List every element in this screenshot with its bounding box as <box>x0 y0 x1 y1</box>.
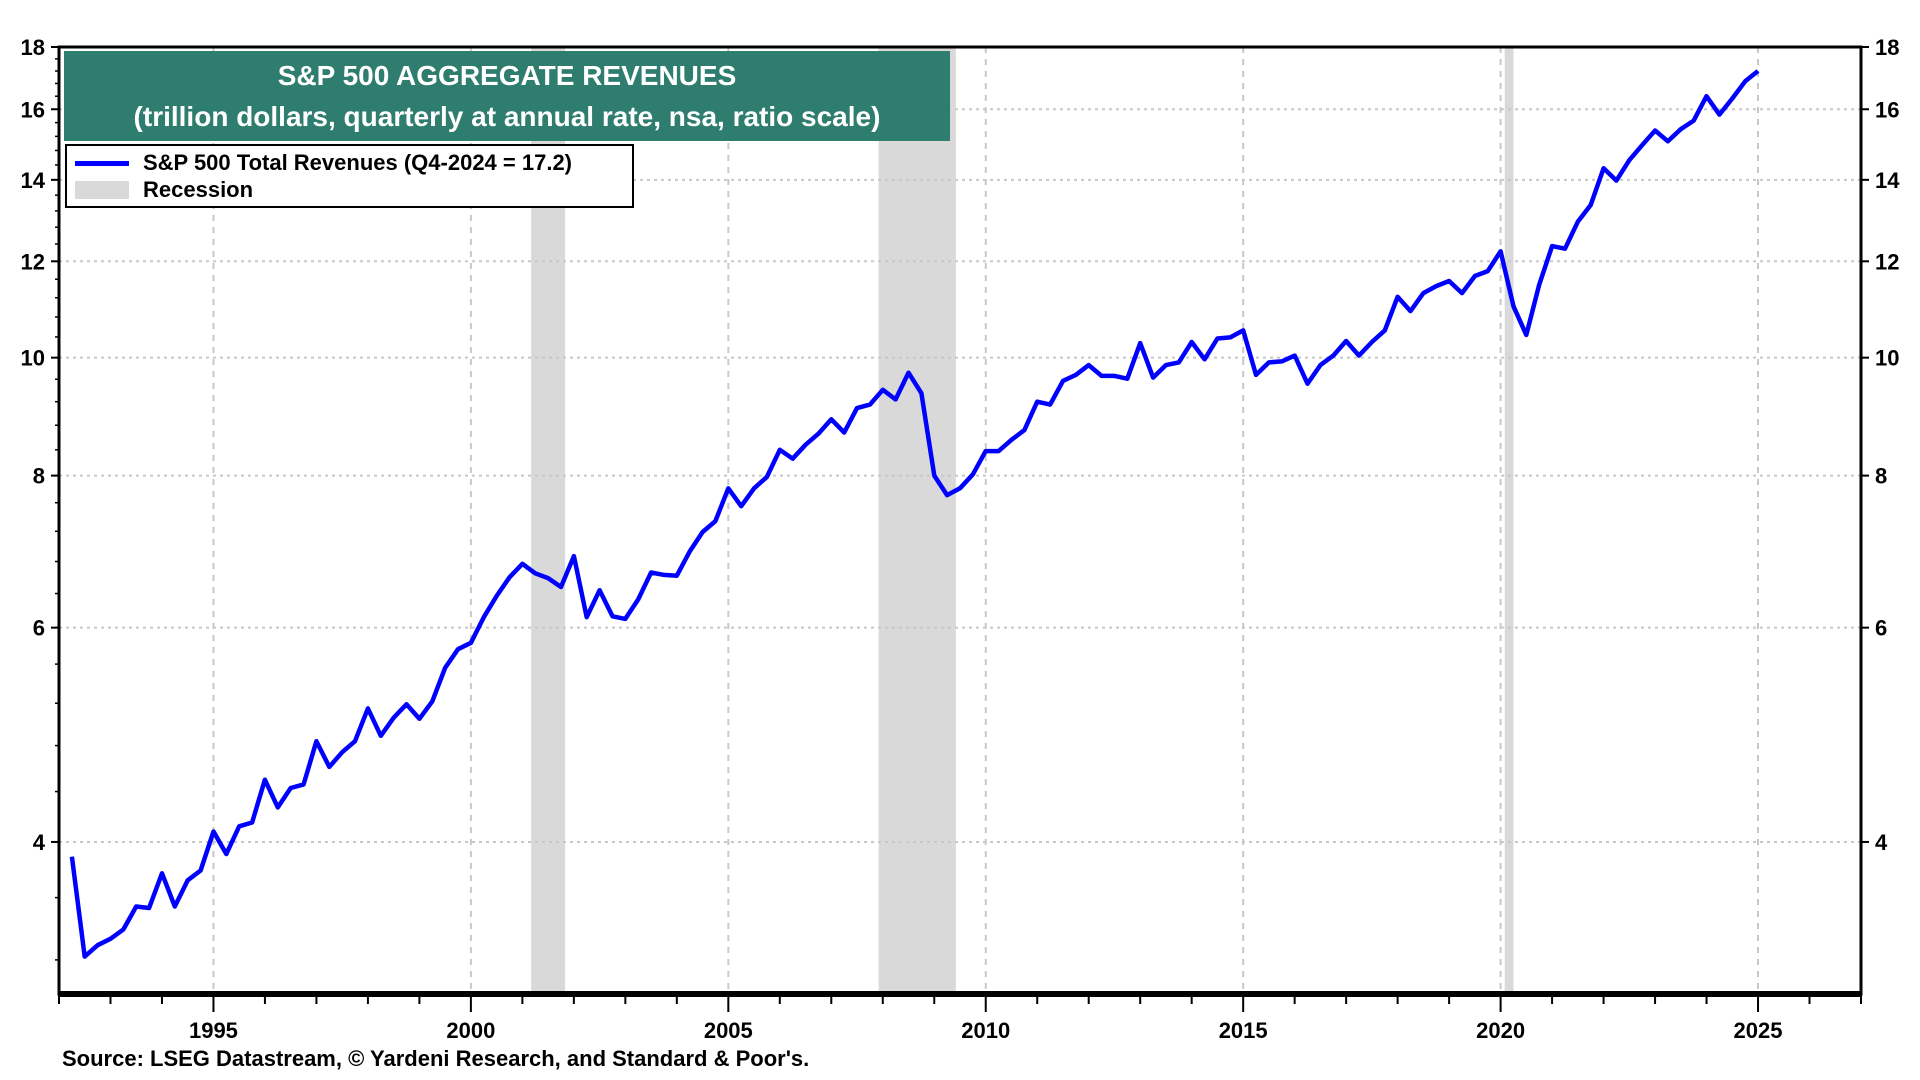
legend-label: Recession <box>143 177 254 202</box>
chart-title: S&P 500 AGGREGATE REVENUES <box>277 60 737 91</box>
x-tick-label: 2015 <box>1219 1018 1268 1043</box>
source-note: Source: LSEG Datastream, © Yardeni Resea… <box>62 1046 810 1071</box>
legend-line-swatch <box>75 160 129 166</box>
legend-item-recession: Recession <box>75 177 253 203</box>
y-tick-label-right: 16 <box>1875 97 1899 122</box>
recession-band <box>878 47 956 994</box>
x-tick-label: 2005 <box>704 1018 753 1043</box>
y-tick-label-right: 12 <box>1875 249 1899 274</box>
legend-recession-swatch <box>75 181 129 199</box>
recession-bands <box>531 47 1514 994</box>
y-tick-label-right: 18 <box>1875 35 1899 60</box>
y-tick-label: 8 <box>33 464 45 489</box>
chart-subtitle: (trillion dollars, quarterly at annual r… <box>133 101 881 132</box>
chart-title-box: S&P 500 AGGREGATE REVENUES (trillion dol… <box>64 51 950 141</box>
y-tick-label-right: 14 <box>1875 168 1900 193</box>
y-tick-label-right: 10 <box>1875 346 1899 371</box>
x-tick-label: 2020 <box>1476 1018 1525 1043</box>
y-tick-label-right: 6 <box>1875 616 1887 641</box>
y-tick-label-right: 8 <box>1875 464 1887 489</box>
y-tick-label: 16 <box>21 97 45 122</box>
y-tick-label: 14 <box>21 168 46 193</box>
y-tick-label-right: 4 <box>1875 830 1888 855</box>
legend-label: S&P 500 Total Revenues (Q4-2024 = 17.2) <box>143 150 573 175</box>
legend-item-revenues: S&P 500 Total Revenues (Q4-2024 = 17.2) <box>75 150 572 176</box>
x-tick-label: 2010 <box>961 1018 1010 1043</box>
x-tick-label: 1995 <box>189 1018 238 1043</box>
legend: S&P 500 Total Revenues (Q4-2024 = 17.2) … <box>65 144 634 208</box>
y-tick-label: 10 <box>21 346 45 371</box>
series-layer <box>69 69 1760 959</box>
series-line-revenues <box>69 69 1760 959</box>
y-tick-label: 4 <box>33 830 46 855</box>
recession-band <box>1504 47 1514 994</box>
x-tick-label: 2025 <box>1734 1018 1783 1043</box>
y-tick-label: 12 <box>21 249 45 274</box>
x-tick-label: 2000 <box>446 1018 495 1043</box>
y-tick-label: 6 <box>33 616 45 641</box>
y-tick-label: 18 <box>21 35 45 60</box>
